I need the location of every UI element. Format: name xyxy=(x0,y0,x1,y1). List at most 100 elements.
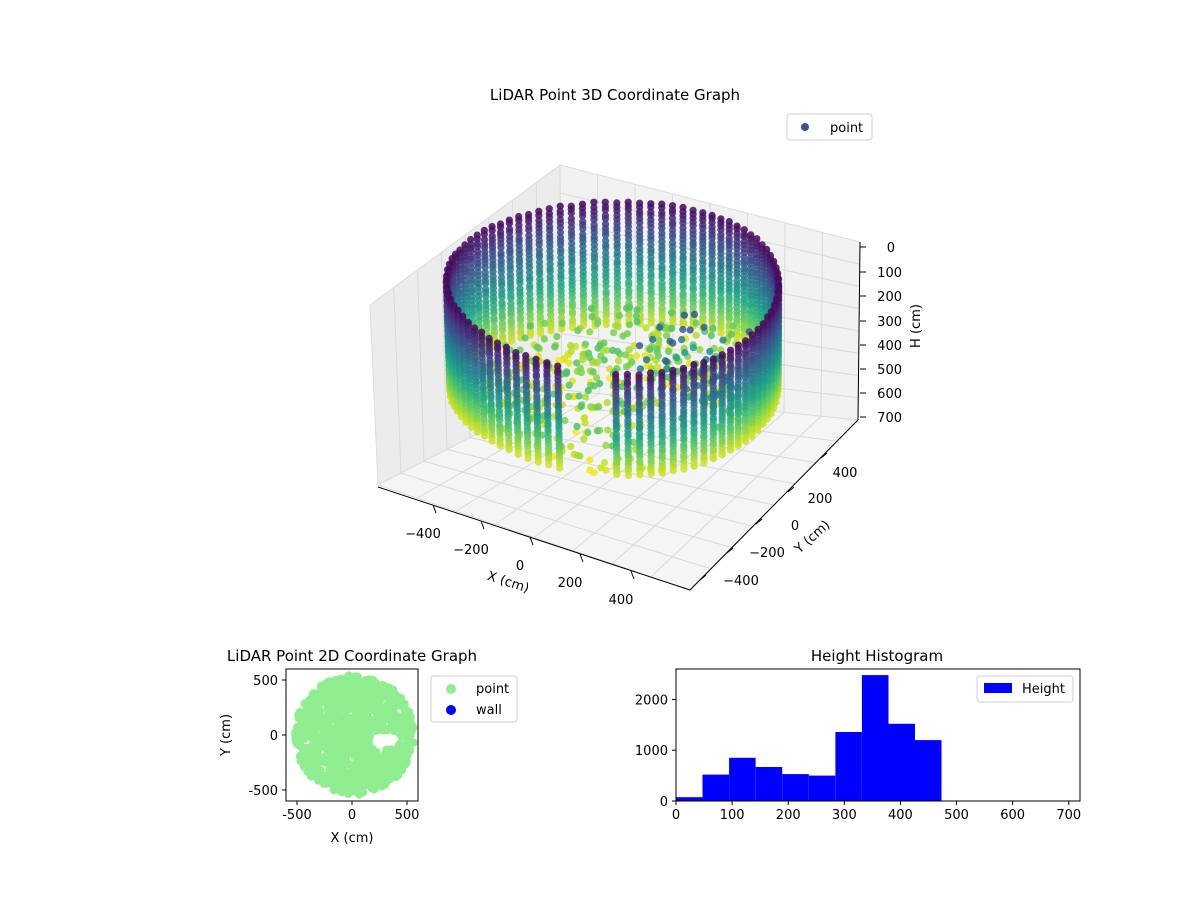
point-3d xyxy=(664,347,673,355)
point-2d xyxy=(389,725,399,735)
point-3d xyxy=(577,403,585,411)
point-2d xyxy=(364,760,374,770)
point-3d xyxy=(656,323,664,332)
point-3d xyxy=(625,346,633,354)
x-tick-label: -500 xyxy=(282,808,312,823)
point-3d xyxy=(668,209,677,217)
x-tick-label: 0 xyxy=(672,808,680,823)
histogram-bar xyxy=(729,757,756,801)
point-3d xyxy=(633,318,641,326)
point-3d xyxy=(579,242,587,250)
histogram-y-ticks: 0 1000 2000 xyxy=(635,693,676,810)
point-3d xyxy=(619,332,627,340)
point-3d xyxy=(625,310,633,318)
y-ticks-2d: 500 0 -500 xyxy=(248,674,286,799)
point-3d xyxy=(497,268,505,276)
z-tick-label: 0 xyxy=(887,241,895,256)
point-3d xyxy=(601,206,610,214)
point-3d xyxy=(696,346,704,354)
point-3d xyxy=(515,216,523,224)
z-tick-label: 300 xyxy=(877,315,902,330)
point-3d xyxy=(580,414,589,422)
histogram-bars xyxy=(676,675,942,801)
point-3d xyxy=(508,337,516,345)
point-3d xyxy=(686,326,694,334)
point-3d xyxy=(525,217,533,226)
point-3d xyxy=(561,416,569,425)
point-2d xyxy=(325,715,335,725)
point-3d xyxy=(597,464,605,472)
point-3d xyxy=(581,393,590,401)
point-3d xyxy=(488,226,496,234)
point-3d xyxy=(636,260,644,268)
point-3d xyxy=(654,352,662,360)
gridline xyxy=(820,232,823,417)
point-3d xyxy=(636,297,644,306)
point-3d xyxy=(678,336,686,344)
point-2d xyxy=(375,695,385,705)
point-3d xyxy=(590,257,599,265)
point-2d xyxy=(376,760,386,770)
point-3d xyxy=(669,467,677,475)
y-tick-label: 0 xyxy=(660,795,668,810)
point-3d xyxy=(579,356,587,364)
point-3d xyxy=(625,281,633,289)
point-3d xyxy=(590,245,598,253)
point-3d xyxy=(718,451,726,459)
point-3d xyxy=(590,469,598,477)
point-3d xyxy=(636,277,644,285)
point-3d xyxy=(490,330,498,338)
legend-label-wall: wall xyxy=(476,703,502,718)
point-3d xyxy=(689,344,698,352)
point-2d xyxy=(352,735,362,745)
point-3d xyxy=(690,462,698,470)
point-3d xyxy=(536,295,544,303)
point-2d xyxy=(408,738,418,748)
legend-histogram: Height xyxy=(976,675,1074,703)
point-3d xyxy=(727,330,735,338)
point-3d xyxy=(699,307,707,316)
x-tick-label: 500 xyxy=(944,808,969,823)
legend-label-point: point xyxy=(476,682,509,697)
point-3d xyxy=(632,352,641,360)
point-2d xyxy=(317,722,327,732)
point-3d xyxy=(630,438,638,446)
x-tick-label: −400 xyxy=(405,527,441,542)
x-tick-label: 0 xyxy=(348,808,356,823)
point-3d xyxy=(505,446,513,454)
point-2d xyxy=(313,705,323,714)
x-tick-label: 400 xyxy=(888,808,913,823)
gridline xyxy=(611,412,785,565)
point-2d xyxy=(323,699,332,709)
point-3d xyxy=(568,310,577,318)
point-2d xyxy=(365,744,375,754)
histogram-bar xyxy=(782,774,809,801)
y-axis-3d xyxy=(689,419,859,591)
point-3d xyxy=(614,323,622,331)
point-3d xyxy=(630,342,638,350)
y-tick-label: 2000 xyxy=(635,693,668,708)
point-3d xyxy=(629,405,637,413)
x-tick-label: 500 xyxy=(395,808,420,823)
x-tick-label: 0 xyxy=(516,559,524,574)
x-ticks-3d: −400 −200 0 200 400 xyxy=(405,504,635,608)
point-3d xyxy=(613,227,621,235)
point-3d xyxy=(506,228,514,236)
point-2d xyxy=(350,690,360,700)
point-2d xyxy=(372,713,382,723)
point-2d xyxy=(357,748,367,757)
point-3d xyxy=(474,263,482,271)
point-3d xyxy=(647,203,655,211)
point-3d xyxy=(628,358,636,366)
point-2d xyxy=(311,756,321,766)
point-3d xyxy=(481,432,489,440)
point-3d xyxy=(647,319,655,327)
point-2d xyxy=(388,706,398,716)
point-3d xyxy=(733,271,741,279)
point-2d xyxy=(298,721,308,731)
point-3d xyxy=(573,359,581,367)
x-tick-label: 300 xyxy=(832,808,857,823)
point-3d xyxy=(636,219,644,227)
point-3d xyxy=(546,255,554,263)
point-3d xyxy=(557,249,565,257)
